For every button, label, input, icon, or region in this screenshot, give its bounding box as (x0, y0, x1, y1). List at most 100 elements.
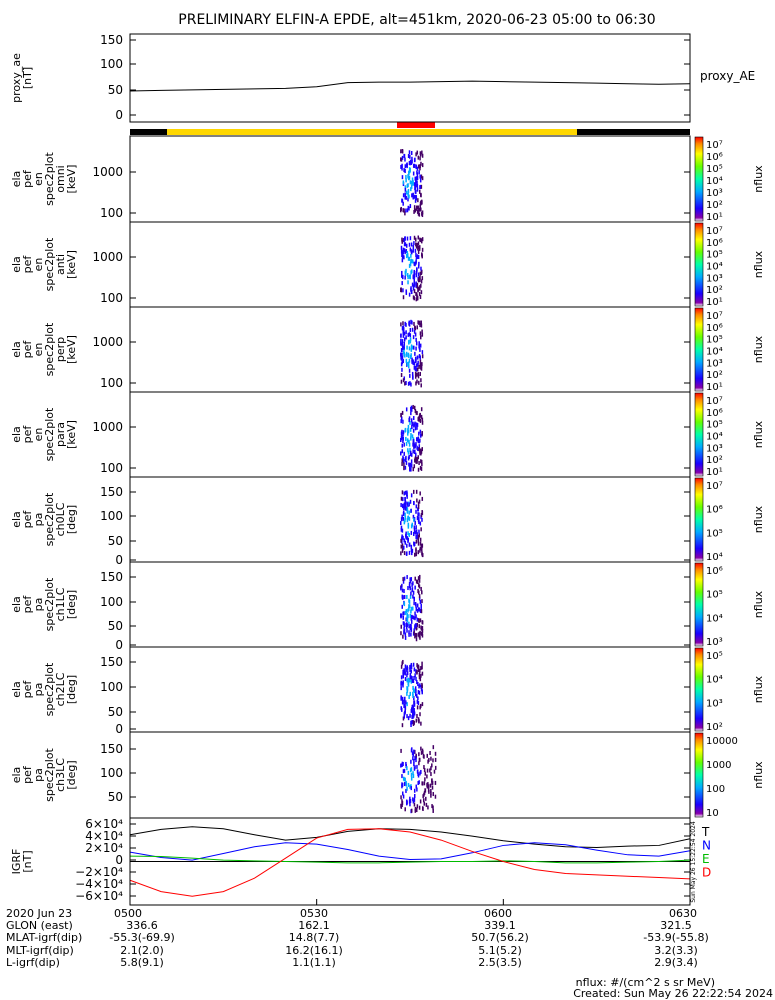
flux-pixel (412, 489, 415, 494)
flux-pixel (409, 169, 411, 174)
flux-pixel (409, 333, 412, 338)
flux-pixel (421, 350, 424, 355)
ylabel-ch2LC-4: ch2LC (54, 672, 67, 706)
flux-pixel (431, 780, 434, 785)
flux-pixel (407, 448, 409, 453)
flux-pixel (415, 539, 418, 544)
flux-pixel (413, 630, 415, 635)
flux-pixel (419, 541, 422, 546)
flux-pixel (410, 669, 413, 674)
flux-pixel (416, 713, 418, 718)
igrf-line-E (129, 855, 691, 864)
flux-pixel (415, 164, 417, 169)
colorbar-tick: 10⁷ (706, 311, 723, 322)
flux-pixel (401, 723, 404, 728)
flux-pixel (400, 157, 403, 162)
flux-pixel (416, 205, 418, 210)
xtick-label-2: 0600 (484, 907, 512, 920)
flux-pixel (417, 436, 420, 441)
flux-pixel (434, 794, 437, 799)
flux-pixel (419, 429, 422, 434)
flux-pixel (403, 611, 405, 616)
flux-pixel (408, 607, 410, 612)
flux-pixel (400, 333, 402, 338)
flux-pixel (403, 630, 405, 635)
flux-pixel (400, 624, 403, 629)
flux-pixel (400, 521, 402, 526)
flux-pixel (408, 160, 411, 165)
flux-pixel (404, 671, 406, 676)
flux-pixel (410, 406, 412, 411)
colorbar-tick: 10² (706, 370, 723, 381)
flux-pixel (405, 782, 408, 787)
row-value: 3.2(3.3) (654, 943, 698, 957)
flux-pixel (418, 342, 420, 347)
flux-pixel (407, 280, 409, 285)
flux-pixel (401, 429, 403, 434)
flux-pixel (406, 361, 408, 366)
flux-pixel (412, 248, 414, 253)
flux-pixel (411, 582, 413, 587)
flux-pixel (408, 621, 410, 626)
flux-pixel (400, 379, 403, 384)
flux-pixel (430, 766, 432, 771)
flux-pixel (402, 201, 404, 206)
flux-pixel (407, 586, 409, 591)
colorbar-tick: 10⁷ (706, 396, 723, 407)
proxy-ae-line (129, 80, 691, 92)
flux-pixel (416, 535, 418, 540)
flux-pixel (404, 490, 407, 495)
ytick-ch2LC: 100 (100, 680, 123, 694)
flux-pixel (417, 205, 419, 210)
flux-pixel (401, 588, 404, 593)
flux-pixel (408, 346, 411, 351)
ytick-ch0LC: 50 (108, 534, 123, 548)
flux-pixel (404, 169, 406, 174)
ylabel-omni-2: en (32, 172, 45, 186)
flux-pixel (404, 353, 406, 358)
flux-pixel (419, 156, 421, 161)
flux-pixel (408, 292, 411, 297)
flux-pixel (421, 254, 423, 259)
flux-pixel (408, 242, 411, 247)
flux-pixel (405, 175, 407, 180)
flux-pixel (417, 235, 420, 240)
flux-pixel (420, 459, 423, 464)
flux-pixel (417, 155, 420, 160)
flux-pixel (430, 793, 432, 798)
flux-pixel (405, 335, 407, 340)
ytick-ch3LC: 150 (100, 742, 123, 756)
flux-pixel (401, 700, 404, 705)
flux-pixel (421, 354, 424, 359)
flux-pixel (416, 617, 419, 622)
flux-pixel (420, 666, 422, 671)
flux-pixel (409, 373, 411, 378)
flux-pixel (411, 548, 414, 553)
flux-pixel (418, 596, 421, 601)
flux-pixel (424, 788, 426, 793)
flux-pixel (415, 669, 417, 674)
row-value: 1.1(1.1) (292, 955, 336, 969)
flux-pixel (413, 542, 415, 547)
flux-pixel (425, 802, 428, 807)
flux-pixel (402, 321, 404, 326)
flux-pixel (420, 378, 422, 383)
flux-pixel (411, 587, 414, 592)
flux-pixel (422, 750, 424, 755)
flux-pixel (407, 381, 410, 386)
flux-pixel (402, 634, 404, 639)
flux-pixel (419, 166, 421, 171)
flux-pixel (409, 672, 412, 677)
flux-pixel (400, 419, 402, 424)
flux-pixel (416, 580, 419, 585)
flux-pixel (402, 432, 404, 437)
ytick-ch0LC: 150 (100, 485, 123, 499)
flux-pixel (419, 712, 421, 717)
flux-pixel (400, 362, 403, 367)
flux-pixel (413, 450, 416, 455)
colorbar-tick: 10⁴ (706, 613, 723, 624)
flux-pixel (406, 253, 409, 258)
flux-pixel (417, 374, 420, 379)
ytick-ch0LC: 100 (100, 509, 123, 523)
